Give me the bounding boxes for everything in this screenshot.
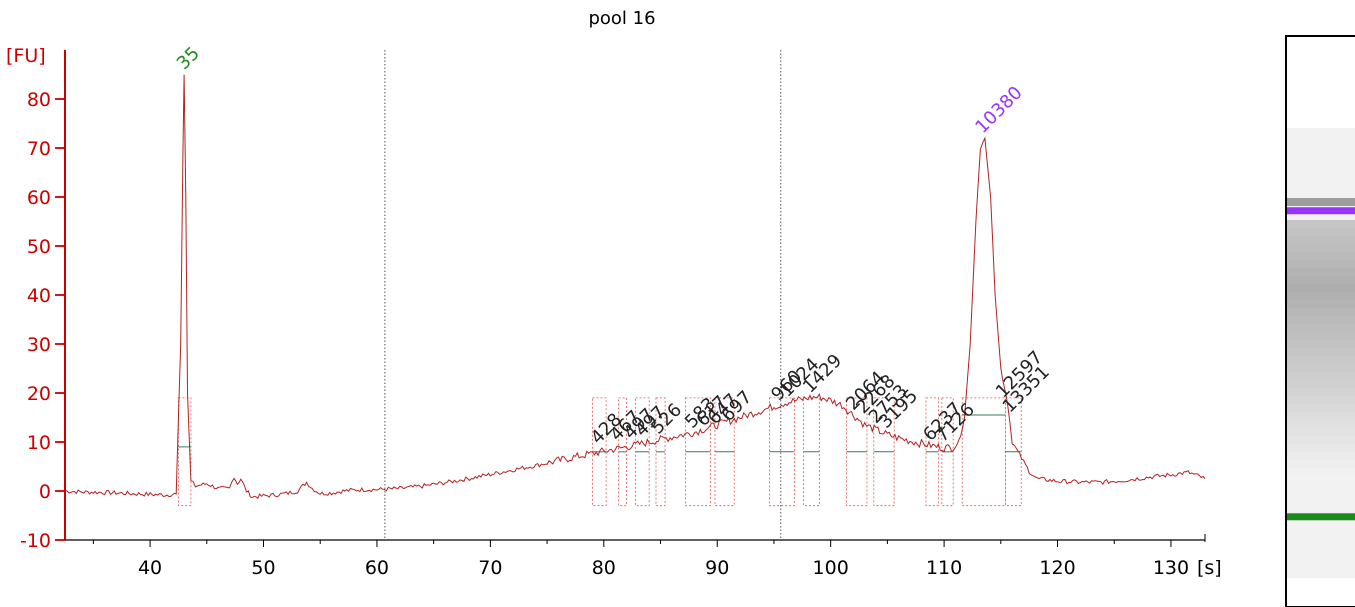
x-tick-label: 50 xyxy=(251,557,275,579)
x-tick-label: 40 xyxy=(138,557,162,579)
gel-smear xyxy=(1287,436,1355,444)
gel-smear xyxy=(1287,444,1355,452)
y-tick-label: 10 xyxy=(27,432,51,454)
y-tick-label: 20 xyxy=(27,383,51,405)
x-tick-label: 120 xyxy=(1039,557,1075,579)
peak-region xyxy=(685,397,711,507)
gel-lane xyxy=(1285,35,1355,607)
x-unit-label: [s] xyxy=(1197,557,1222,579)
axes: -10 0 10 20 30 40 50 60 70 80 40 50 60 70 80 90 100 110 12… xyxy=(6,45,1222,579)
gel-smear xyxy=(1287,356,1355,364)
x-tick-label: 130 xyxy=(1153,557,1189,579)
peak-region xyxy=(769,397,795,507)
gel-band xyxy=(1287,207,1355,215)
gel-smear xyxy=(1287,276,1355,284)
y-tick-label: 40 xyxy=(27,285,51,307)
peak-label: 10380 xyxy=(971,82,1026,137)
marker-lines xyxy=(384,50,782,540)
gel-smear xyxy=(1287,228,1355,236)
gel-smear xyxy=(1287,452,1355,460)
x-tick-label: 90 xyxy=(705,557,729,579)
y-tick-label: 80 xyxy=(27,89,51,111)
gel-smear xyxy=(1287,292,1355,300)
gel-smear xyxy=(1287,284,1355,292)
gel-smear xyxy=(1287,260,1355,268)
gel-smear xyxy=(1287,420,1355,428)
y-tick-label: 60 xyxy=(27,187,51,209)
gel-smear xyxy=(1287,428,1355,436)
gel-smear xyxy=(1287,388,1355,396)
y-unit-label: [FU] xyxy=(6,45,46,67)
gel-smear xyxy=(1287,268,1355,276)
gel-smear xyxy=(1287,364,1355,372)
gel-smear xyxy=(1287,252,1355,260)
y-tick-label: 50 xyxy=(27,236,51,258)
gel-smear xyxy=(1287,244,1355,252)
y-tick-label: -10 xyxy=(20,530,51,552)
x-tick-label: 110 xyxy=(926,557,962,579)
gel-smear xyxy=(1287,340,1355,348)
gel-lane-background xyxy=(1287,128,1355,578)
gel-smear xyxy=(1287,396,1355,404)
gel-smear xyxy=(1287,460,1355,468)
gel-smear xyxy=(1287,308,1355,316)
x-tick-label: 80 xyxy=(592,557,616,579)
gel-smear xyxy=(1287,236,1355,244)
y-tick-label: 30 xyxy=(27,334,51,356)
gel-smear xyxy=(1287,404,1355,412)
gel-smear xyxy=(1287,300,1355,308)
gel-shadow xyxy=(1287,198,1355,206)
gel-smear xyxy=(1287,324,1355,332)
x-tick-label: 70 xyxy=(478,557,502,579)
peak-label: 35 xyxy=(173,43,204,74)
trace-line xyxy=(64,74,1206,499)
gel-smear xyxy=(1287,372,1355,380)
gel-smear xyxy=(1287,380,1355,388)
gel-smear xyxy=(1287,412,1355,420)
gel-smear xyxy=(1287,220,1355,228)
gel-smear xyxy=(1287,348,1355,356)
gel-band xyxy=(1287,513,1355,521)
x-tick-label: 100 xyxy=(813,557,849,579)
y-tick-label: 70 xyxy=(27,138,51,160)
peak-regions xyxy=(178,397,1022,507)
peak-region xyxy=(178,397,192,507)
y-tick-label: 0 xyxy=(39,481,51,503)
peak-labels: 3510380428467497497526583617647697960102… xyxy=(173,43,1054,448)
trace-layer xyxy=(64,74,1206,499)
gel-smear xyxy=(1287,468,1355,476)
peak-region xyxy=(655,397,666,507)
gel-smear xyxy=(1287,316,1355,324)
chart-title: pool 16 xyxy=(588,8,655,29)
x-tick-label: 60 xyxy=(365,557,389,579)
gel-smear xyxy=(1287,332,1355,340)
